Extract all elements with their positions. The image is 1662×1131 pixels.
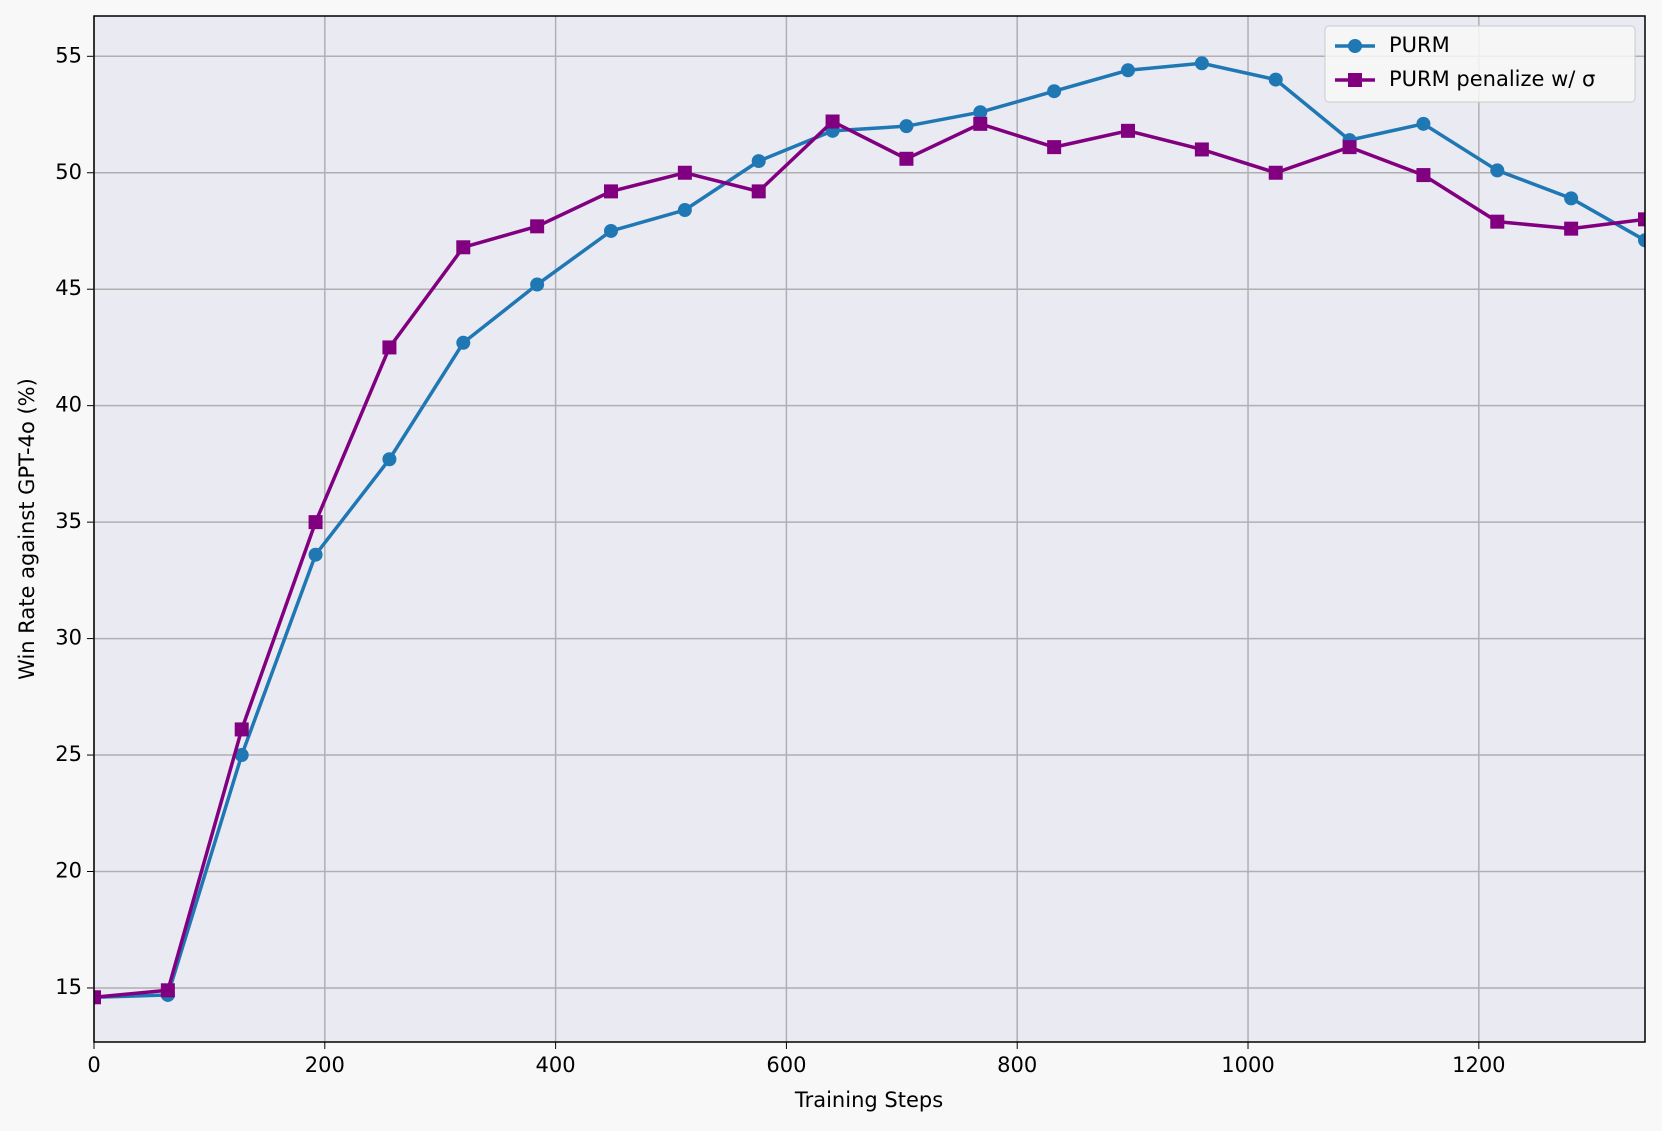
marker bbox=[1047, 84, 1062, 99]
marker bbox=[308, 547, 323, 562]
marker bbox=[308, 515, 323, 530]
marker bbox=[751, 154, 766, 169]
x-tick-label: 1000 bbox=[1221, 1053, 1274, 1077]
series-line bbox=[94, 61, 1645, 1000]
legend-marker bbox=[1348, 73, 1362, 87]
marker bbox=[456, 335, 471, 350]
x-tick-label: 400 bbox=[536, 1053, 576, 1077]
y-tick-label: 25 bbox=[55, 742, 82, 766]
marker bbox=[751, 184, 766, 199]
marker bbox=[1121, 123, 1135, 138]
x-axis-label: Training Steps bbox=[794, 1088, 943, 1112]
marker bbox=[1342, 140, 1357, 155]
plot-group bbox=[94, 56, 1645, 1005]
marker bbox=[899, 119, 914, 134]
marker bbox=[1638, 233, 1645, 248]
marker bbox=[825, 114, 840, 129]
y-tick-label: 20 bbox=[55, 859, 82, 883]
marker bbox=[1564, 191, 1579, 206]
marker bbox=[973, 116, 988, 131]
marker bbox=[899, 151, 914, 166]
marker bbox=[677, 203, 692, 218]
marker bbox=[1047, 140, 1062, 155]
marker bbox=[604, 184, 618, 199]
plot-frame bbox=[93, 15, 1646, 1043]
marker bbox=[1268, 72, 1283, 87]
marker bbox=[1490, 214, 1505, 229]
marker bbox=[234, 722, 249, 737]
series-line bbox=[94, 119, 1645, 1000]
marker bbox=[382, 340, 397, 355]
marker bbox=[1194, 56, 1209, 71]
marker bbox=[530, 219, 545, 234]
y-tick-label: 55 bbox=[55, 43, 82, 67]
marker bbox=[677, 165, 692, 180]
x-tick-label: 1200 bbox=[1452, 1053, 1505, 1077]
marker bbox=[530, 277, 545, 292]
legend-label: PURM bbox=[1389, 33, 1450, 57]
marker bbox=[1638, 212, 1645, 227]
x-tick-label: 800 bbox=[997, 1053, 1037, 1077]
marker bbox=[160, 983, 175, 998]
marker bbox=[1194, 142, 1209, 157]
marker bbox=[382, 452, 397, 467]
y-tick-label: 45 bbox=[55, 276, 82, 300]
marker bbox=[456, 240, 471, 255]
y-tick-label: 40 bbox=[55, 393, 82, 417]
x-tick-label: 600 bbox=[766, 1053, 806, 1077]
y-tick-label: 50 bbox=[55, 160, 82, 184]
y-tick-label: 35 bbox=[55, 509, 82, 533]
marker bbox=[234, 748, 249, 763]
legend-marker bbox=[1348, 39, 1362, 53]
marker bbox=[1416, 116, 1431, 131]
marker bbox=[1268, 165, 1283, 180]
marker bbox=[94, 990, 101, 1005]
y-tick-label: 15 bbox=[55, 975, 82, 999]
marker bbox=[1416, 168, 1431, 183]
x-tick-label: 200 bbox=[305, 1053, 345, 1077]
legend-label: PURM penalize w/ σ bbox=[1389, 67, 1595, 91]
marker bbox=[1490, 163, 1505, 178]
legend-box bbox=[1324, 25, 1636, 103]
y-axis-label: Win Rate against GPT-4o (%) bbox=[15, 378, 39, 680]
marker bbox=[973, 105, 988, 120]
marker bbox=[1121, 63, 1135, 78]
marker bbox=[1564, 221, 1579, 236]
marker bbox=[604, 223, 618, 238]
x-tick-label: 0 bbox=[87, 1053, 100, 1077]
y-tick-label: 30 bbox=[55, 626, 82, 650]
